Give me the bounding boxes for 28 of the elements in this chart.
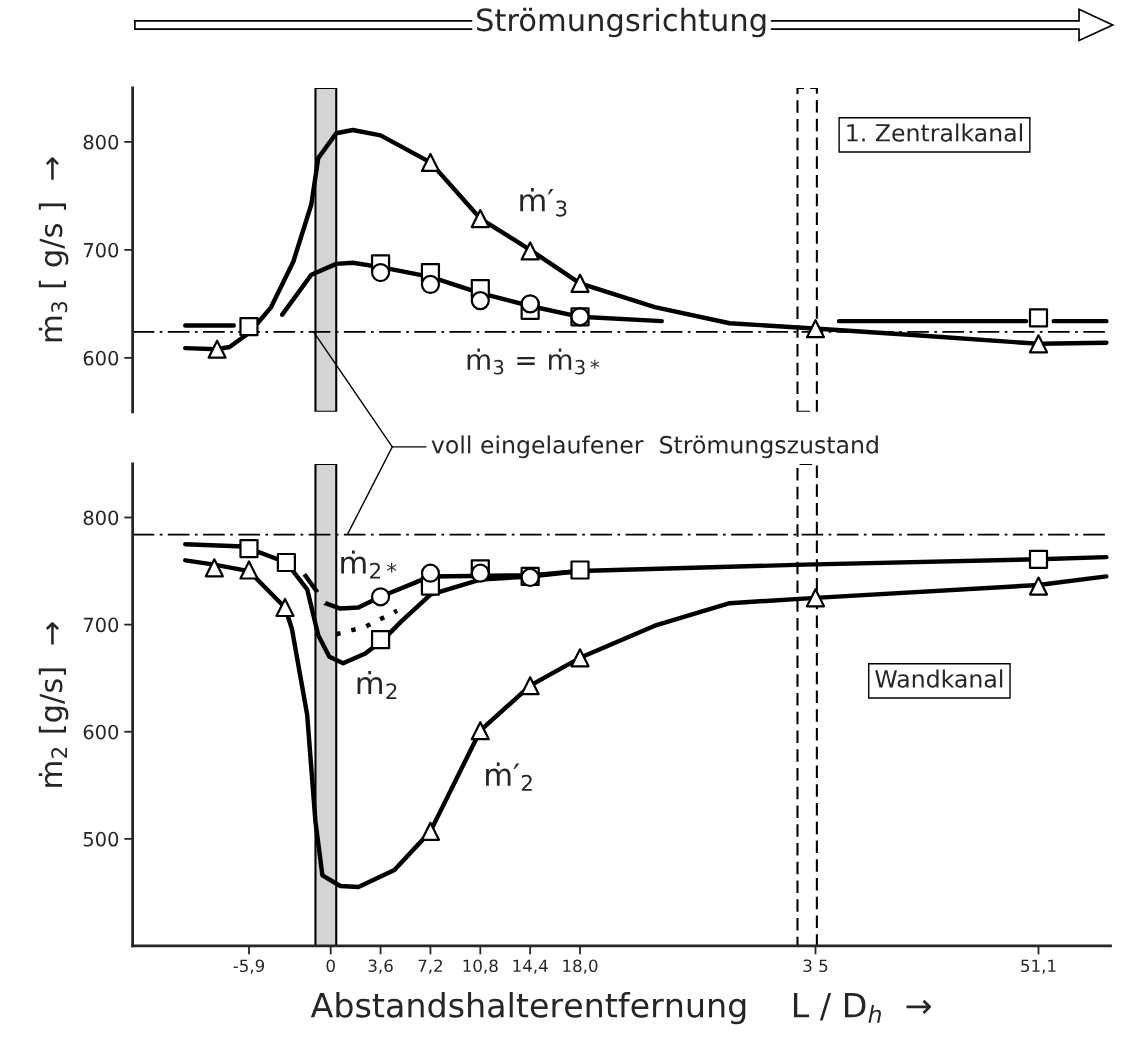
text: voll eingelaufener Strömungszustand (431, 435, 878, 459)
x-tick-label: 14,4 (513, 959, 548, 974)
y-tick-label: 800 (83, 510, 119, 526)
y-tick-label: 700 (83, 617, 119, 633)
x-tick-label: -5,9 (233, 959, 265, 974)
x-tick-label: 0 (326, 959, 335, 973)
annotation: ṁ$_{2*}$ (341, 550, 397, 579)
y-tick-label: 600 (83, 350, 119, 366)
x-tick-label: 3,6 (368, 959, 393, 974)
ref-line-label: ṁ$_{3}$ = ṁ$_{3*}$ (467, 348, 600, 375)
y-tick-label: 700 (83, 242, 119, 258)
chart-title: Strömungsrichtung (477, 7, 766, 38)
y-axis-title: ṁ$_{2}$ [g/s] → (38, 622, 69, 787)
x-tick-label: 7,2 (418, 959, 443, 974)
annotation: ṁ′$_{2}$ (486, 762, 532, 791)
annotation: 1. Zentralkanal (847, 123, 1022, 142)
x-axis-title: Abstandshalterentfernung L / D$_{h}$ → (310, 991, 931, 1025)
annotation: ṁ′$_{3}$ (520, 188, 567, 217)
x-tick-label: 51,1 (1021, 959, 1056, 974)
x-tick-label: 18,0 (563, 959, 598, 974)
annotation: ṁ$_{2}$ (357, 670, 397, 700)
y-tick-label: 500 (83, 831, 119, 847)
y-axis-title: ṁ$_{3}$ [ g/s ] → (38, 157, 69, 342)
y-tick-label: 800 (83, 134, 119, 150)
x-tick-label: 3 5 (803, 959, 828, 973)
annotation: Wandkanal (875, 669, 1003, 688)
x-tick-label: 10,8 (463, 959, 498, 974)
y-tick-label: 600 (83, 724, 119, 740)
